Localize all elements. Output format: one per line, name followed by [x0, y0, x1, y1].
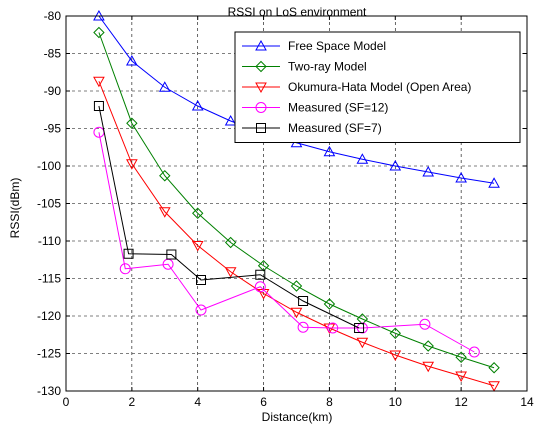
series-line: [98, 132, 475, 353]
y-tick-label: -85: [44, 47, 62, 61]
data-point: [488, 177, 500, 188]
y-tick-label: -80: [44, 9, 62, 23]
data-point: [422, 165, 435, 177]
data-point: [389, 159, 402, 171]
series-4: [93, 101, 365, 333]
legend-label: Measured (SF=7): [288, 121, 382, 135]
data-point: [158, 81, 171, 92]
data-point: [356, 337, 369, 349]
y-axis-label: RSSI(dBm): [8, 178, 22, 239]
data-point: [93, 76, 105, 88]
data-point: [123, 248, 134, 259]
data-point: [455, 351, 467, 363]
legend-marker: [255, 60, 267, 73]
legend-entry: Measured (SF=12): [242, 101, 388, 115]
x-tick-label: 14: [520, 395, 534, 409]
y-tick-label: -130: [37, 384, 61, 398]
y-tick-label: -120: [37, 309, 61, 323]
data-point: [419, 318, 431, 330]
series-1: [93, 26, 500, 374]
x-tick-label: 8: [326, 395, 333, 409]
x-tick-label: 0: [63, 395, 70, 409]
series-line: [98, 105, 360, 329]
x-tick-label: 10: [389, 395, 403, 409]
series-line: [98, 81, 495, 387]
data-point: [191, 241, 204, 252]
y-tick-label: -115: [38, 272, 61, 286]
legend-box: [234, 31, 521, 143]
y-tick-label: -90: [44, 84, 62, 98]
axis-ticks: 0 2 4 6 8 10 12 14 -80 -85 -90 -95 -100 -105 -110 -115 -…: [37, 9, 534, 409]
data-point: [290, 307, 303, 319]
x-axis-label: Distance(km): [262, 410, 333, 424]
data-point: [455, 171, 467, 183]
series-line: [98, 32, 495, 369]
data-point: [196, 275, 207, 285]
data-point: [468, 346, 480, 358]
y-tick-label: -100: [37, 159, 61, 173]
data-point: [158, 207, 171, 218]
legend-label: Measured (SF=12): [288, 101, 388, 115]
data-point: [224, 236, 237, 249]
data-point: [224, 267, 237, 278]
data-point: [297, 321, 309, 333]
data-point: [488, 381, 500, 392]
x-tick-label: 4: [194, 395, 201, 409]
data-point: [255, 269, 266, 280]
data-point: [195, 304, 207, 316]
data-point: [126, 117, 138, 129]
data-point: [290, 280, 303, 292]
series-3: [93, 126, 480, 358]
data-point: [422, 361, 435, 373]
legend-label: Free Space Model: [288, 39, 386, 53]
data-point: [356, 153, 369, 164]
data-point: [422, 340, 434, 352]
legend-entry: Measured (SF=7): [242, 121, 382, 135]
legend-marker: [255, 39, 267, 51]
y-tick-label: -110: [38, 234, 61, 248]
chart-title: RSSI on LoS environment: [228, 5, 367, 19]
legend-label: Two-ray Model: [288, 60, 367, 74]
legend: Free Space Model Two-ray Model Okumura-Hat…: [234, 31, 521, 143]
legend-label: Okumura-Hata Model (Open Area): [288, 80, 471, 94]
x-tick-label: 12: [454, 395, 468, 409]
series-2: [93, 76, 500, 392]
y-tick-label: -125: [37, 347, 61, 361]
data-point: [159, 170, 171, 182]
data-point: [298, 296, 309, 306]
legend-entry: Two-ray Model: [242, 60, 367, 74]
data-point: [93, 26, 105, 39]
y-tick-label: -105: [37, 197, 61, 211]
data-point: [192, 207, 204, 219]
legend-entry: Free Space Model: [242, 39, 386, 53]
data-point: [93, 101, 104, 111]
data-point: [389, 350, 402, 362]
data-point: [323, 298, 336, 310]
legend-marker: [255, 82, 267, 94]
x-tick-label: 6: [260, 395, 267, 409]
data-point: [455, 371, 467, 383]
legend-marker: [255, 102, 267, 113]
data-point: [254, 281, 266, 293]
data-point: [126, 54, 138, 66]
data-point: [126, 159, 138, 170]
data-point: [224, 114, 237, 126]
data-point: [166, 249, 177, 260]
data-point: [323, 145, 336, 157]
x-tick-label: 2: [129, 395, 136, 409]
data-point: [191, 99, 204, 111]
data-point: [488, 362, 500, 374]
data-point: [327, 322, 339, 334]
y-tick-label: -95: [44, 122, 62, 136]
data-point: [354, 323, 365, 333]
data-point: [119, 263, 131, 275]
legend-entry: Okumura-Hata Model (Open Area): [242, 80, 471, 94]
legend-marker: [256, 123, 266, 133]
data-point: [389, 327, 401, 339]
